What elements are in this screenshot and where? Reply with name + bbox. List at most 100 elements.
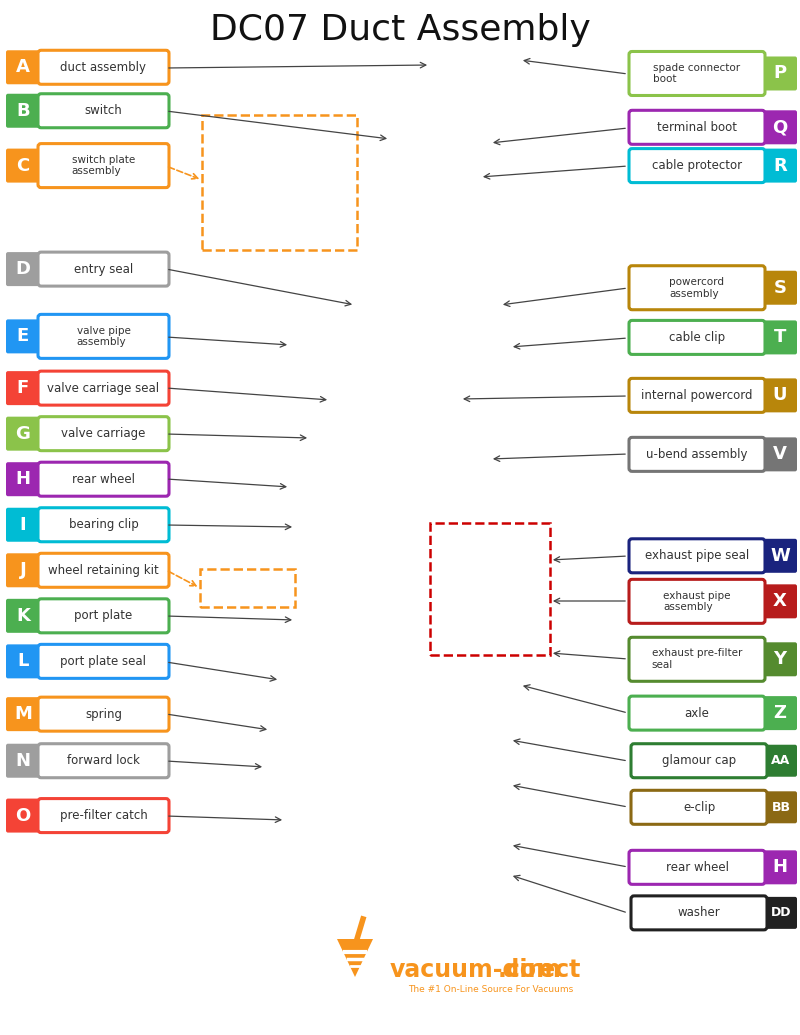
FancyBboxPatch shape [38, 315, 169, 358]
FancyBboxPatch shape [6, 698, 40, 731]
Text: DD: DD [770, 907, 791, 919]
FancyBboxPatch shape [629, 697, 765, 730]
Text: e-clip: e-clip [683, 801, 715, 814]
Text: powercord
assembly: powercord assembly [670, 277, 725, 298]
FancyBboxPatch shape [763, 57, 797, 90]
Text: C: C [16, 156, 30, 175]
Text: Z: Z [774, 704, 786, 722]
FancyBboxPatch shape [38, 463, 169, 496]
FancyBboxPatch shape [631, 791, 767, 824]
Text: V: V [773, 445, 787, 464]
Text: duct assembly: duct assembly [61, 61, 146, 73]
FancyBboxPatch shape [629, 52, 765, 95]
FancyBboxPatch shape [763, 643, 797, 676]
Text: B: B [16, 101, 30, 120]
FancyBboxPatch shape [6, 372, 40, 405]
FancyBboxPatch shape [6, 320, 40, 353]
Text: exhaust pipe seal: exhaust pipe seal [645, 550, 749, 562]
FancyBboxPatch shape [629, 149, 765, 182]
FancyBboxPatch shape [38, 94, 169, 127]
Text: switch plate
assembly: switch plate assembly [72, 155, 135, 176]
Text: terminal boot: terminal boot [657, 121, 737, 134]
FancyBboxPatch shape [6, 51, 40, 84]
Text: spade connector
boot: spade connector boot [654, 63, 741, 84]
FancyBboxPatch shape [629, 539, 765, 572]
Text: W: W [770, 546, 790, 565]
FancyBboxPatch shape [763, 851, 797, 884]
FancyBboxPatch shape [763, 271, 797, 304]
Text: X: X [773, 592, 787, 611]
Text: rear wheel: rear wheel [666, 861, 729, 874]
FancyBboxPatch shape [38, 144, 169, 187]
FancyBboxPatch shape [6, 94, 40, 127]
Text: U: U [773, 386, 787, 405]
FancyBboxPatch shape [765, 792, 797, 823]
Text: cable protector: cable protector [652, 159, 742, 172]
FancyBboxPatch shape [6, 744, 40, 777]
Text: AA: AA [771, 755, 790, 767]
Text: I: I [20, 515, 26, 534]
FancyBboxPatch shape [765, 897, 797, 928]
FancyBboxPatch shape [629, 321, 765, 354]
Text: rear wheel: rear wheel [72, 473, 135, 485]
FancyBboxPatch shape [38, 698, 169, 731]
Text: exhaust pre-filter
seal: exhaust pre-filter seal [652, 649, 742, 670]
Text: BB: BB [771, 801, 790, 814]
Text: K: K [16, 607, 30, 625]
Text: G: G [15, 424, 30, 443]
Text: washer: washer [678, 907, 720, 919]
Text: valve pipe
assembly: valve pipe assembly [77, 326, 130, 347]
FancyBboxPatch shape [38, 645, 169, 678]
Text: bearing clip: bearing clip [69, 519, 138, 531]
Text: valve carriage: valve carriage [62, 427, 146, 440]
Polygon shape [337, 939, 373, 977]
Text: axle: axle [685, 707, 710, 719]
Text: M: M [14, 705, 32, 723]
Text: N: N [15, 751, 30, 770]
FancyBboxPatch shape [6, 417, 40, 450]
FancyBboxPatch shape [6, 463, 40, 496]
FancyBboxPatch shape [629, 580, 765, 623]
Text: .com: .com [498, 958, 562, 982]
Text: O: O [15, 806, 30, 825]
FancyBboxPatch shape [38, 253, 169, 286]
FancyBboxPatch shape [629, 266, 765, 309]
Text: cable clip: cable clip [669, 331, 725, 344]
FancyBboxPatch shape [763, 539, 797, 572]
Text: entry seal: entry seal [74, 263, 133, 275]
Text: J: J [20, 561, 26, 580]
Text: The #1 On-Line Source For Vacuums: The #1 On-Line Source For Vacuums [408, 984, 574, 994]
FancyBboxPatch shape [631, 744, 767, 777]
Text: internal powercord: internal powercord [642, 389, 753, 402]
Text: vacuum-direct: vacuum-direct [390, 958, 582, 982]
Text: spring: spring [85, 708, 122, 720]
FancyBboxPatch shape [38, 744, 169, 777]
FancyBboxPatch shape [629, 438, 765, 471]
Text: H: H [15, 470, 30, 489]
FancyBboxPatch shape [763, 379, 797, 412]
FancyBboxPatch shape [6, 149, 40, 182]
Text: switch: switch [85, 105, 122, 117]
FancyBboxPatch shape [765, 745, 797, 776]
Text: port plate: port plate [74, 610, 133, 622]
Text: pre-filter catch: pre-filter catch [60, 809, 147, 822]
FancyBboxPatch shape [763, 697, 797, 730]
Text: R: R [773, 156, 787, 175]
FancyBboxPatch shape [6, 508, 40, 541]
Text: glamour cap: glamour cap [662, 755, 736, 767]
Text: F: F [17, 379, 29, 397]
Text: E: E [17, 327, 29, 346]
Text: L: L [18, 652, 29, 671]
FancyBboxPatch shape [763, 321, 797, 354]
Text: D: D [15, 260, 30, 278]
FancyBboxPatch shape [763, 149, 797, 182]
Text: DC07 Duct Assembly: DC07 Duct Assembly [210, 13, 590, 47]
Text: P: P [774, 64, 786, 83]
Text: Y: Y [774, 650, 786, 669]
FancyBboxPatch shape [38, 372, 169, 405]
FancyBboxPatch shape [631, 896, 767, 929]
Text: exhaust pipe
assembly: exhaust pipe assembly [663, 591, 730, 612]
Text: Q: Q [772, 118, 788, 137]
FancyBboxPatch shape [6, 554, 40, 587]
FancyBboxPatch shape [38, 508, 169, 541]
